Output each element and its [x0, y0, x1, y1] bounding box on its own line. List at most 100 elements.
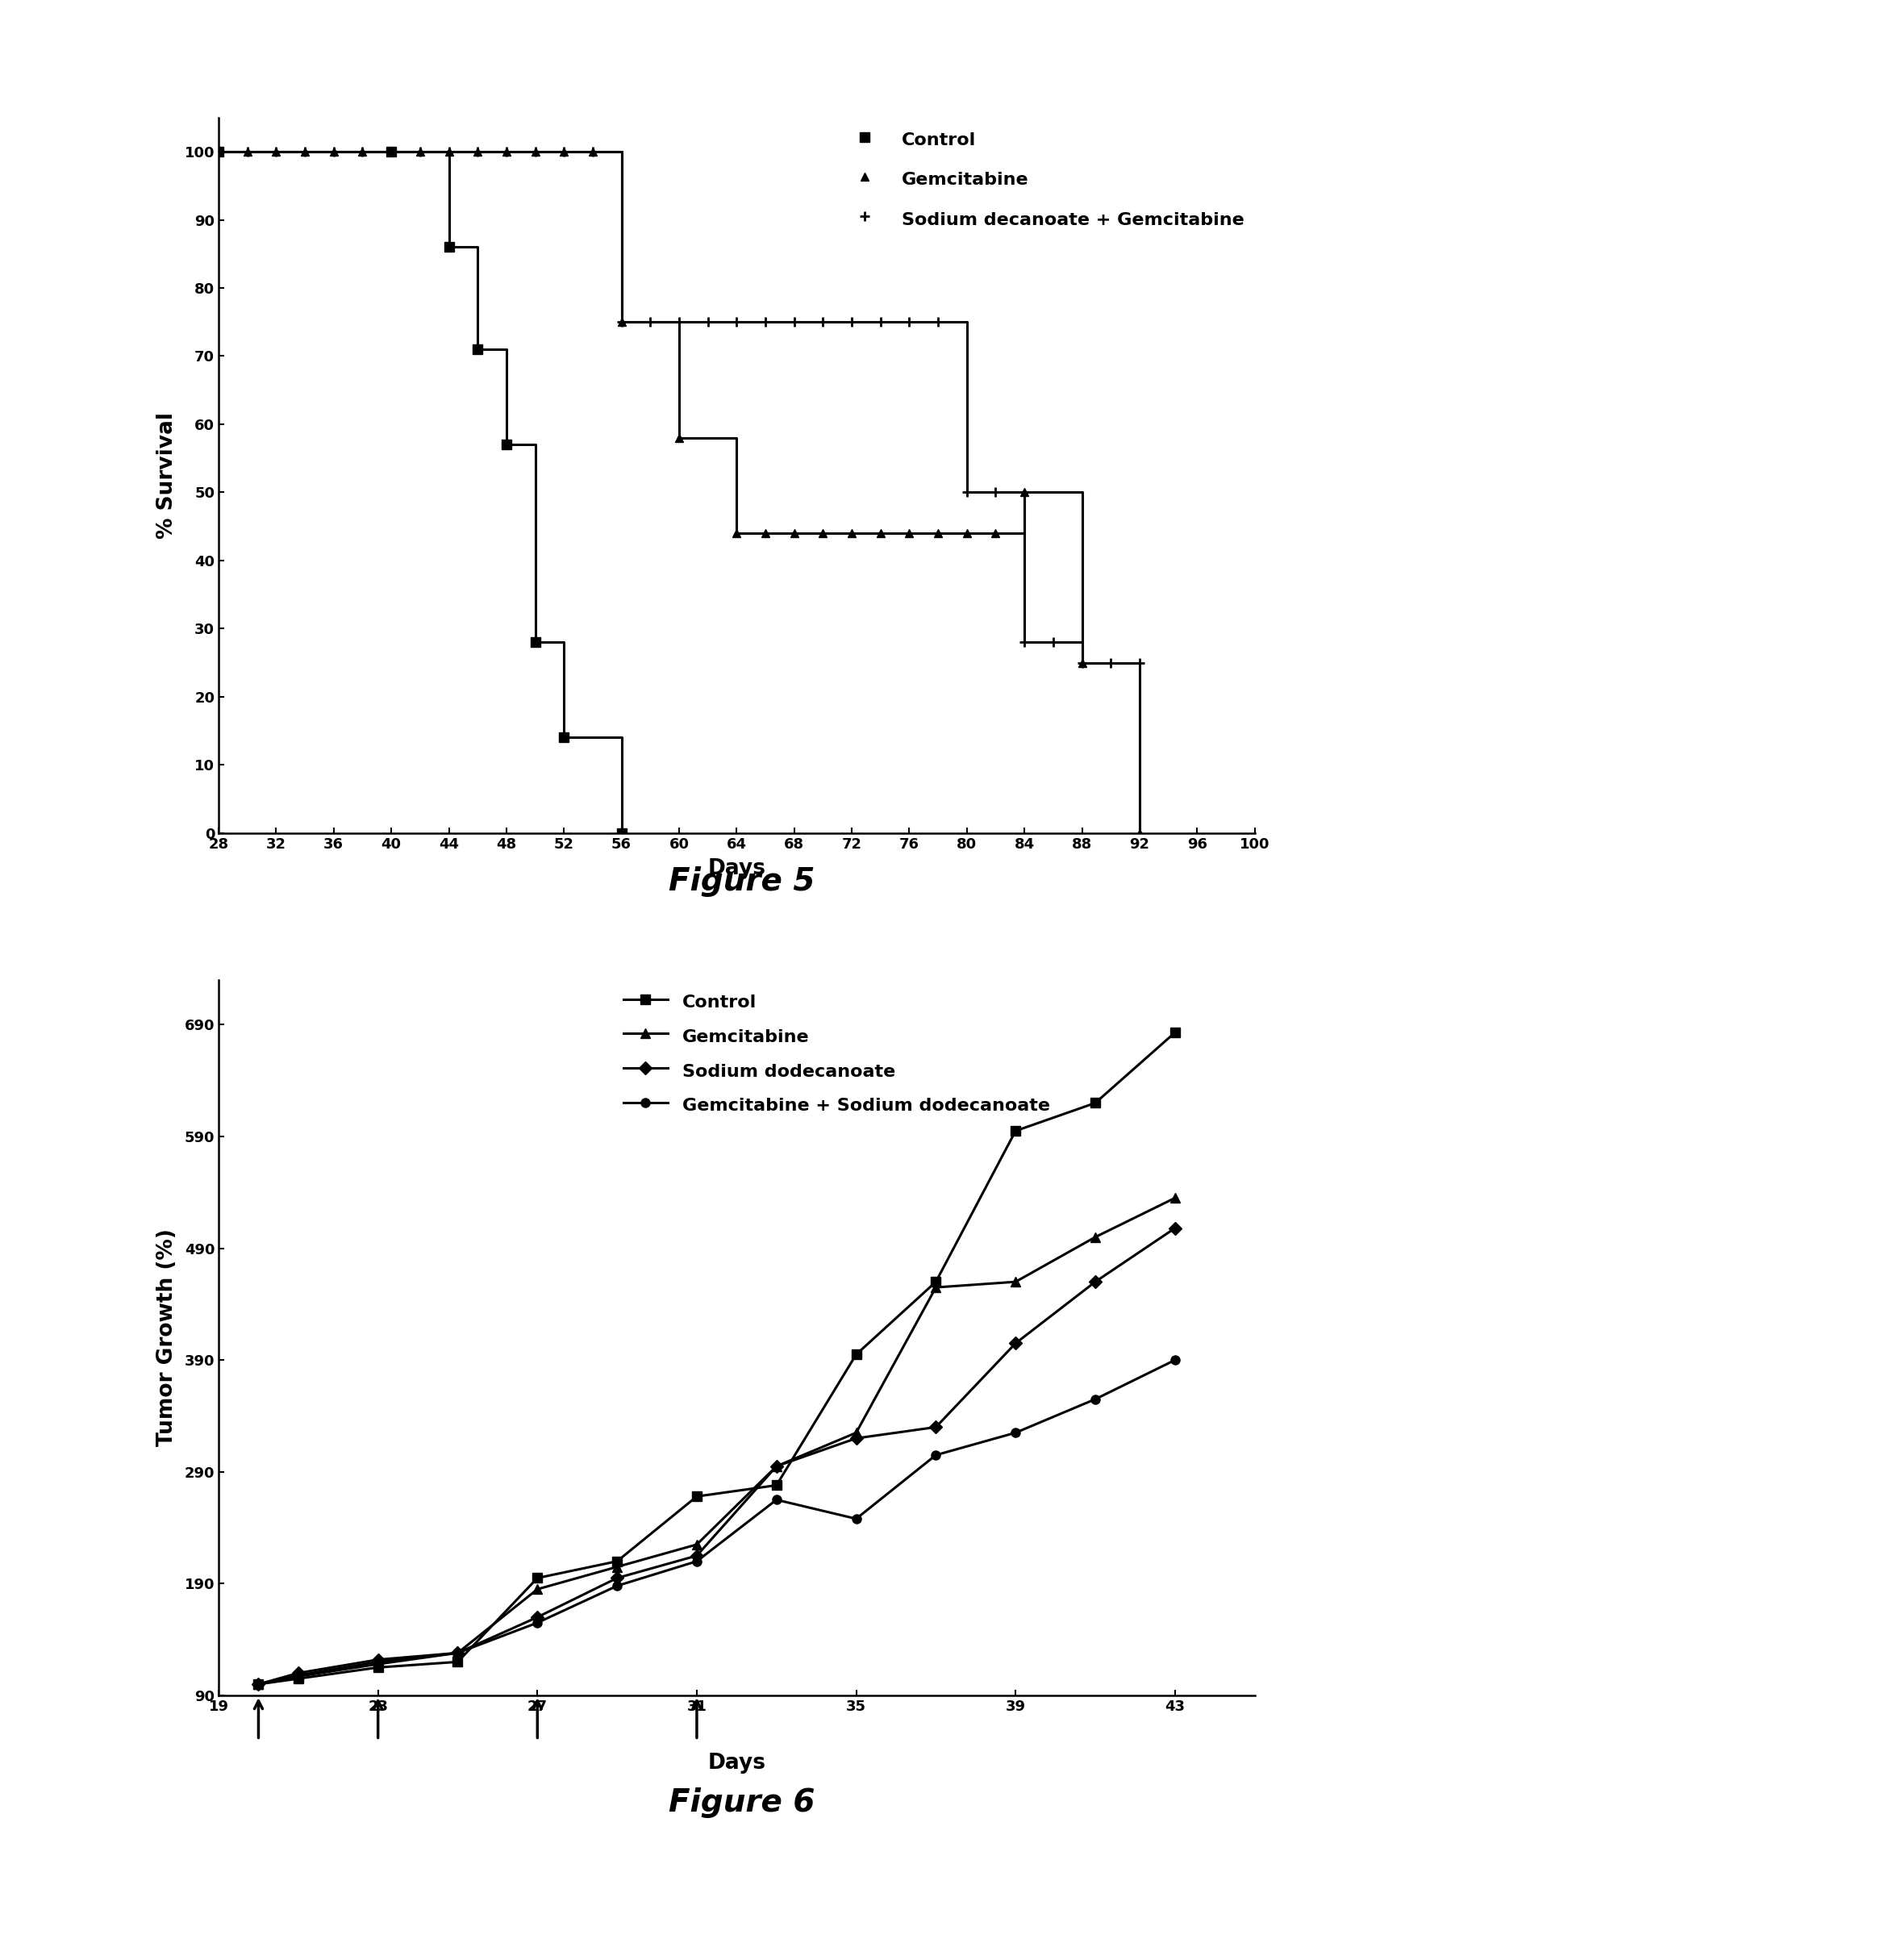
Sodium decanoate + Gemcitabine: [755, 310, 778, 333]
Sodium dodecanoate: [247, 1672, 270, 1695]
Text: Figure 6: Figure 6: [669, 1788, 814, 1819]
Sodium dodecanoate: [287, 1662, 310, 1686]
Sodium decanoate + Gemcitabine: [1013, 631, 1036, 655]
Sodium decanoate + Gemcitabine: [1070, 651, 1093, 674]
Control: [367, 1656, 390, 1680]
Gemcitabine + Sodium dodecanoate: [447, 1641, 470, 1664]
Sodium decanoate + Gemcitabine: [926, 310, 949, 333]
Sodium decanoate + Gemcitabine: [437, 139, 460, 163]
Sodium decanoate + Gemcitabine: [466, 139, 489, 163]
Line: Gemcitabine + Sodium dodecanoate: Gemcitabine + Sodium dodecanoate: [255, 1356, 1179, 1690]
Sodium decanoate + Gemcitabine: [582, 139, 605, 163]
Control: [1084, 1092, 1106, 1115]
Sodium decanoate + Gemcitabine: [494, 139, 517, 163]
Line: Sodium decanoate + Gemcitabine: Sodium decanoate + Gemcitabine: [215, 147, 1144, 666]
Control: [924, 1270, 947, 1294]
Sodium dodecanoate: [924, 1415, 947, 1439]
Gemcitabine: [582, 139, 605, 163]
Text: Figure 5: Figure 5: [669, 866, 814, 898]
Gemcitabine: [985, 521, 1008, 545]
Gemcitabine: [844, 1421, 867, 1445]
Gemcitabine: [380, 139, 403, 163]
Sodium decanoate + Gemcitabine: [783, 310, 806, 333]
Sodium decanoate + Gemcitabine: [897, 310, 920, 333]
Sodium decanoate + Gemcitabine: [956, 480, 979, 504]
Control: [494, 433, 517, 457]
Control: [610, 821, 633, 845]
Control: [553, 725, 576, 749]
Gemcitabine: [1163, 1186, 1186, 1209]
Sodium dodecanoate: [844, 1427, 867, 1450]
Control: [844, 1343, 867, 1366]
Sodium decanoate + Gemcitabine: [1127, 651, 1150, 674]
Gemcitabine: [812, 521, 835, 545]
Gemcitabine: [1004, 1270, 1027, 1294]
Gemcitabine + Sodium dodecanoate: [606, 1574, 629, 1597]
Gemcitabine: [323, 139, 346, 163]
Control: [1163, 1021, 1186, 1045]
Legend: Control, Gemcitabine, Sodium dodecanoate, Gemcitabine + Sodium dodecanoate: Control, Gemcitabine, Sodium dodecanoate…: [616, 984, 1057, 1123]
Gemcitabine: [447, 1641, 470, 1664]
Sodium dodecanoate: [764, 1454, 787, 1478]
Gemcitabine: [606, 1554, 629, 1578]
X-axis label: Days: Days: [707, 1752, 766, 1774]
Line: Gemcitabine: Gemcitabine: [215, 147, 1144, 837]
Gemcitabine + Sodium dodecanoate: [924, 1443, 947, 1466]
Sodium decanoate + Gemcitabine: [639, 310, 662, 333]
Gemcitabine + Sodium dodecanoate: [844, 1507, 867, 1531]
Line: Gemcitabine: Gemcitabine: [253, 1194, 1181, 1690]
Gemcitabine: [764, 1454, 787, 1478]
Y-axis label: Tumor Growth (%): Tumor Growth (%): [156, 1229, 177, 1446]
Control: [606, 1550, 629, 1574]
Gemcitabine: [527, 1578, 549, 1601]
Gemcitabine: [783, 521, 806, 545]
Gemcitabine: [726, 521, 749, 545]
Control: [686, 1484, 709, 1507]
Gemcitabine: [247, 1672, 270, 1695]
Control: [527, 1566, 549, 1590]
Sodium decanoate + Gemcitabine: [264, 139, 287, 163]
Sodium dodecanoate: [1084, 1270, 1106, 1294]
Sodium dodecanoate: [367, 1648, 390, 1672]
Gemcitabine: [293, 139, 316, 163]
Control: [466, 337, 489, 361]
Sodium decanoate + Gemcitabine: [525, 139, 547, 163]
Gemcitabine: [437, 139, 460, 163]
Gemcitabine: [956, 521, 979, 545]
Sodium dodecanoate: [527, 1605, 549, 1629]
Sodium decanoate + Gemcitabine: [236, 139, 259, 163]
Gemcitabine: [1070, 651, 1093, 674]
Sodium decanoate + Gemcitabine: [207, 139, 230, 163]
Gemcitabine: [1127, 821, 1150, 845]
Line: Control: Control: [253, 1027, 1181, 1690]
Gemcitabine + Sodium dodecanoate: [1163, 1348, 1186, 1372]
Gemcitabine: [494, 139, 517, 163]
Sodium decanoate + Gemcitabine: [667, 310, 690, 333]
Sodium decanoate + Gemcitabine: [352, 139, 374, 163]
Sodium decanoate + Gemcitabine: [869, 310, 892, 333]
Gemcitabine + Sodium dodecanoate: [686, 1550, 709, 1574]
Gemcitabine: [1013, 480, 1036, 504]
Gemcitabine + Sodium dodecanoate: [287, 1664, 310, 1688]
Sodium decanoate + Gemcitabine: [323, 139, 346, 163]
Sodium dodecanoate: [1004, 1331, 1027, 1354]
Sodium dodecanoate: [606, 1566, 629, 1590]
Gemcitabine: [924, 1276, 947, 1299]
Control: [1004, 1119, 1027, 1143]
Sodium decanoate + Gemcitabine: [696, 310, 719, 333]
Gemcitabine + Sodium dodecanoate: [367, 1652, 390, 1676]
Control: [207, 139, 230, 163]
Gemcitabine: [897, 521, 920, 545]
Gemcitabine + Sodium dodecanoate: [247, 1672, 270, 1695]
Sodium decanoate + Gemcitabine: [812, 310, 835, 333]
Gemcitabine: [755, 521, 778, 545]
Gemcitabine: [1084, 1225, 1106, 1249]
Sodium decanoate + Gemcitabine: [840, 310, 863, 333]
Control: [380, 139, 403, 163]
Gemcitabine: [466, 139, 489, 163]
Line: Control: Control: [213, 147, 627, 839]
Control: [525, 631, 547, 655]
Legend: Control, Gemcitabine, Sodium decanoate + Gemcitabine: Control, Gemcitabine, Sodium decanoate +…: [835, 122, 1251, 237]
Gemcitabine + Sodium dodecanoate: [764, 1488, 787, 1511]
Control: [447, 1650, 470, 1674]
